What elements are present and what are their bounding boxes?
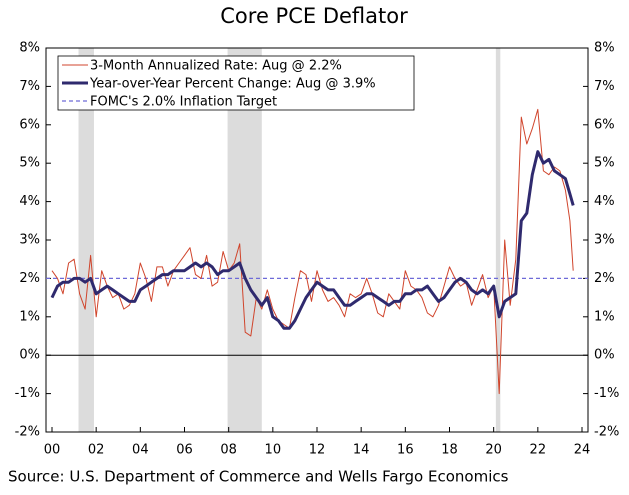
chart-title: Core PCE Deflator — [220, 4, 408, 28]
x-tick-label: 24 — [574, 443, 591, 458]
y-tick-label: -2% — [15, 425, 40, 440]
y-tick-label: 2% — [19, 271, 40, 286]
legend-box — [57, 55, 415, 111]
y2-tick-label: -2% — [594, 425, 619, 440]
recession-shade — [227, 48, 262, 432]
y-tick-label: 6% — [19, 117, 40, 132]
x-tick-label: 12 — [309, 443, 326, 458]
y2-tick-label: 8% — [594, 41, 615, 56]
series-line — [50, 150, 575, 330]
x-tick-label: 20 — [485, 443, 502, 458]
x-tick-label: 10 — [265, 443, 282, 458]
y-tick-label: 7% — [19, 79, 40, 94]
y2-tick-label: 1% — [594, 309, 615, 324]
y-tick-label: 1% — [19, 309, 40, 324]
x-tick-label: 08 — [220, 443, 237, 458]
legend-label: FOMC's 2.0% Inflation Target — [90, 95, 277, 110]
x-tick-label: 16 — [397, 443, 414, 458]
series-line — [51, 108, 574, 395]
x-tick-label: 00 — [44, 443, 61, 458]
x-tick-label: 02 — [88, 443, 105, 458]
y2-tick-label: 2% — [594, 271, 615, 286]
x-tick-label: 06 — [176, 443, 193, 458]
y2-tick-label: 0% — [594, 348, 615, 363]
recession-shade — [495, 48, 501, 432]
y2-tick-label: 3% — [594, 233, 615, 248]
y2-tick-label: 7% — [594, 79, 615, 94]
y2-tick-label: 5% — [594, 156, 615, 171]
x-tick-label: 14 — [353, 443, 370, 458]
x-tick-label: 04 — [132, 443, 149, 458]
x-tick-label: 22 — [530, 443, 547, 458]
recession-shade — [78, 48, 94, 432]
y2-tick-label: -1% — [594, 386, 619, 401]
y-tick-label: 5% — [19, 156, 40, 171]
y-tick-label: 3% — [19, 233, 40, 248]
y2-tick-label: 6% — [594, 117, 615, 132]
y2-tick-label: 4% — [594, 194, 615, 209]
y-tick-label: 0% — [19, 348, 40, 363]
x-tick-label: 18 — [441, 443, 458, 458]
legend-label: 3-Month Annualized Rate: Aug @ 2.2% — [90, 59, 342, 74]
legend-label: Year-over-Year Percent Change: Aug @ 3.9… — [89, 77, 376, 92]
y-tick-label: 8% — [19, 41, 40, 56]
source: Source: U.S. Department of Commerce and … — [8, 468, 509, 486]
y-tick-label: -1% — [15, 386, 40, 401]
y-tick-label: 4% — [19, 194, 40, 209]
